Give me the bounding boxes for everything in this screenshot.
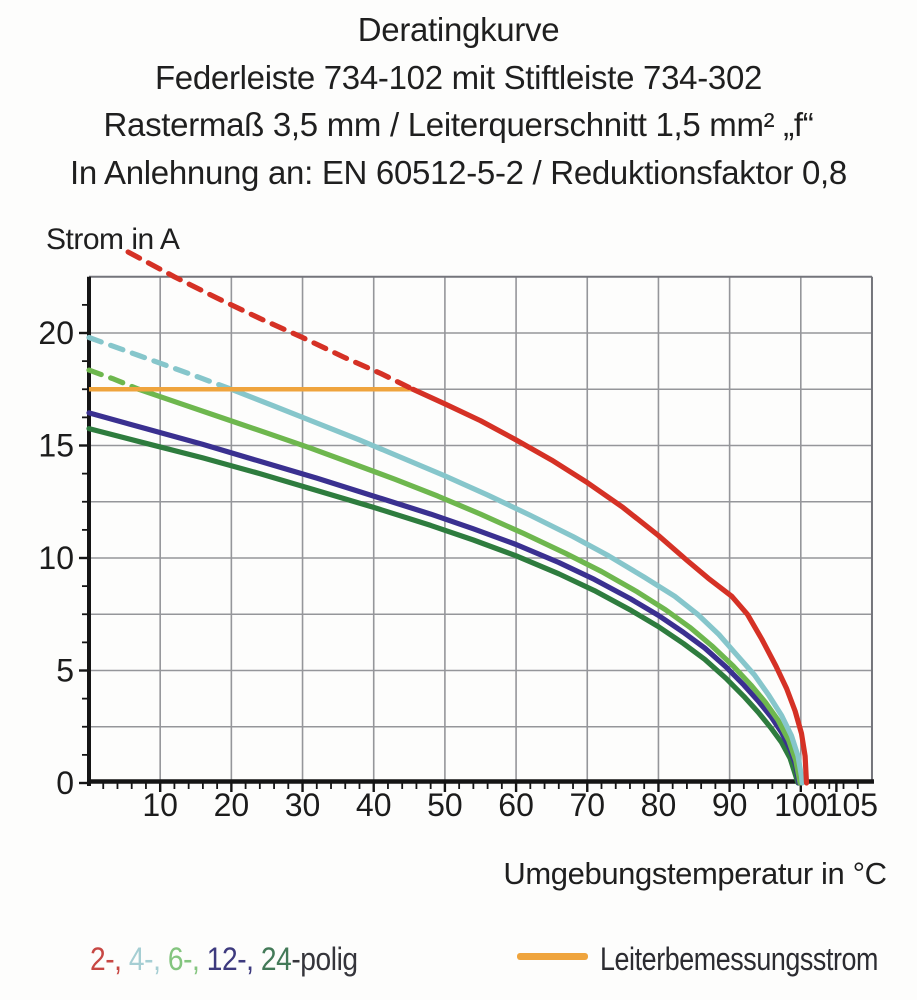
x-tick-label: 10 xyxy=(142,787,178,823)
curve-6-polig-solid xyxy=(136,386,803,786)
x-tick-label: 100 xyxy=(774,787,827,823)
legend-pole-segment-2: 6-, xyxy=(167,941,207,977)
title-line-4: In Anlehnung an: EN 60512-5-2 / Reduktio… xyxy=(70,153,847,191)
legend-pole-segment-0: 2-, xyxy=(90,941,129,977)
y-tick-label: 20 xyxy=(38,315,74,351)
x-tick-label: 40 xyxy=(356,787,392,823)
x-tick-label: 70 xyxy=(569,787,605,823)
x-tick-label: 50 xyxy=(427,787,463,823)
y-tick-label: 0 xyxy=(56,765,74,801)
curve-4-polig-solid xyxy=(228,386,805,786)
title-line-3: Rastermaß 3,5 mm / Leiterquerschnitt 1,5… xyxy=(103,106,814,143)
legend-pole-segment-5: -polig xyxy=(291,941,358,977)
legend-poles: 2-, 4-, 6-, 12-, 24-polig xyxy=(90,941,358,978)
curve-6-polig-dashed xyxy=(86,367,142,392)
y-tick-label: 5 xyxy=(56,653,74,689)
curve-12-polig-solid xyxy=(86,410,802,786)
title-line-1: Deratingkurve xyxy=(357,11,560,48)
x-tick-label: 20 xyxy=(214,787,250,823)
x-tick-label: 30 xyxy=(285,787,321,823)
curve-4-polig-dashed xyxy=(86,334,234,392)
legend-pole-segment-3: 12-, xyxy=(206,941,261,977)
y-axis-title: Strom in A xyxy=(46,223,180,256)
legend-pole-segment-1: 4-, xyxy=(128,941,168,977)
curve-24-polig-solid xyxy=(86,426,801,786)
chart-title-block: Deratingkurve Federleiste 734-102 mit St… xyxy=(0,6,917,196)
x-axis-title: Umgebungstemperatur in °C xyxy=(503,856,887,891)
x-tick-label: 60 xyxy=(498,787,534,823)
curve-2-polig-solid xyxy=(410,386,810,786)
x-tick-label: 80 xyxy=(641,787,677,823)
reference-line-swatch xyxy=(517,953,588,960)
y-tick-label: 15 xyxy=(38,428,74,464)
title-line-2: Federleiste 734-102 mit Stiftleiste 734-… xyxy=(154,58,763,96)
curve-2-polig-dashed xyxy=(125,249,416,392)
reference-line-label: Leiterbemessungsstrom xyxy=(600,941,879,977)
x-tick-label: 105 xyxy=(825,787,878,823)
x-tick-label: 90 xyxy=(712,787,748,823)
y-tick-label: 10 xyxy=(38,540,74,576)
legend-pole-segment-4: 24 xyxy=(260,941,292,977)
